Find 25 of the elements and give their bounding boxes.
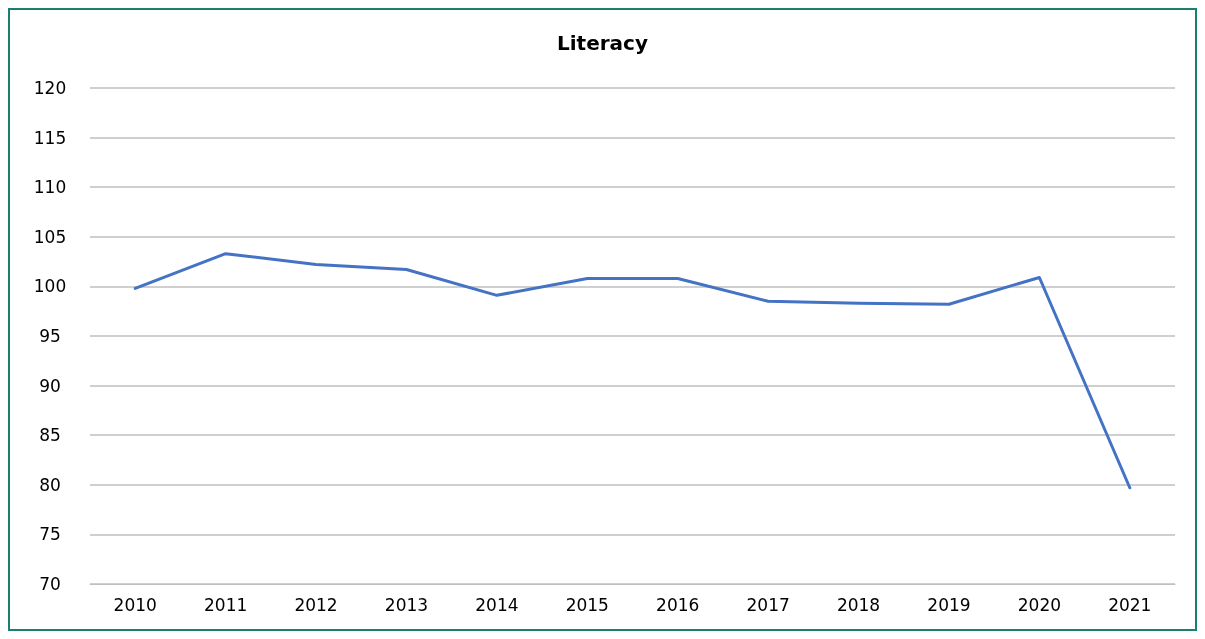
x-tick-label: 2020: [1017, 594, 1062, 615]
x-tick-label: 2010: [113, 594, 157, 615]
y-tick-label: 115: [33, 127, 67, 148]
y-tick-label: 75: [39, 524, 61, 545]
line-series: [133, 252, 1132, 490]
x-tick-label: 2017: [746, 594, 790, 615]
y-tick-label: 95: [39, 326, 61, 346]
y-tick-label: 105: [33, 226, 67, 247]
y-tick-label: 110: [33, 177, 67, 198]
y-tick-label: 80: [39, 474, 61, 495]
y-tick-label: 85: [39, 425, 61, 446]
y-tick-label: 100: [33, 276, 67, 297]
x-tick-label: 2012: [294, 594, 338, 615]
x-tick-label: 2016: [656, 594, 700, 615]
x-tick-label: 2011: [203, 594, 248, 615]
x-tick-label: 2015: [565, 594, 609, 615]
x-tick-label: 2019: [927, 594, 971, 615]
y-tick-label: 70: [39, 574, 61, 594]
y-tick-label: 90: [39, 375, 61, 396]
x-tick-label: 2013: [384, 594, 429, 615]
x-tick-label: 2014: [475, 594, 519, 615]
y-tick-label: 120: [33, 78, 67, 98]
x-tick-label: 2018: [836, 594, 881, 615]
x-tick-label: 2021: [1108, 594, 1152, 615]
chart-title: Literacy: [557, 31, 648, 55]
